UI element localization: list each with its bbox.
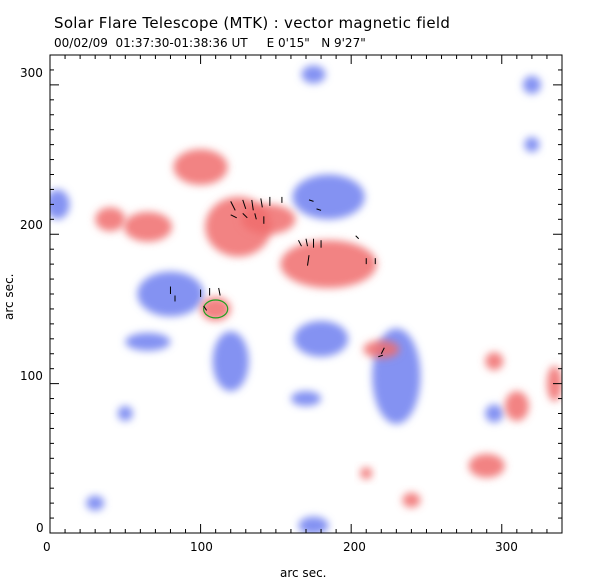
transverse-field-vector	[355, 235, 360, 240]
y-tick-label-100: 100	[20, 369, 43, 383]
negative-polarity-region	[117, 406, 133, 421]
positive-polarity-region	[123, 211, 172, 242]
transverse-field-vector	[298, 239, 302, 247]
x-axis-label: arc sec.	[280, 566, 327, 580]
positive-polarity-region	[95, 207, 126, 232]
negative-polarity-region	[522, 75, 541, 94]
positive-polarity-region	[485, 352, 504, 371]
y-tick-label-300: 300	[20, 66, 43, 80]
transverse-field-vector	[203, 305, 208, 311]
negative-polarity-region	[212, 331, 249, 392]
plot-title: Solar Flare Telescope (MTK) : vector mag…	[54, 14, 451, 32]
axis-ticks	[49, 54, 563, 534]
transverse-field-vector	[378, 354, 383, 358]
transverse-field-vector	[242, 199, 247, 210]
positive-polarity-region	[280, 240, 377, 289]
vector-field-layer	[169, 196, 385, 358]
negative-polarity-region	[524, 137, 540, 153]
positive-polarity-region	[173, 149, 228, 185]
negative-polarity-region	[292, 174, 365, 220]
negative-polarity-region	[125, 332, 171, 351]
transverse-field-vector	[308, 199, 314, 202]
x-tick-label-0: 0	[43, 540, 51, 554]
positive-polarity-region	[468, 453, 505, 478]
transverse-field-vector	[242, 212, 248, 219]
negative-polarity-region	[50, 189, 70, 220]
negative-polarity-region	[293, 320, 349, 357]
y-tick-label-200: 200	[20, 218, 43, 232]
negative-polarity-region	[86, 495, 105, 511]
negative-polarity-region	[485, 404, 504, 423]
transverse-field-vector	[305, 238, 308, 247]
transverse-field-vector	[230, 214, 237, 219]
transverse-field-vector	[307, 255, 310, 266]
positive-polarity-region	[504, 391, 529, 421]
positive-polarity-region	[200, 296, 231, 321]
transverse-field-vector	[254, 213, 257, 220]
transverse-field-vector	[218, 287, 221, 296]
x-tick-label-100: 100	[190, 540, 213, 554]
transverse-field-vector	[230, 201, 236, 211]
observation-info: 00/02/09 01:37:30-01:38:36 UT E 0'15" N …	[54, 36, 366, 50]
flare-contour	[203, 299, 229, 319]
positive-polarity-region	[402, 492, 421, 508]
x-tick-label-300: 300	[495, 540, 518, 554]
negative-polarity-region	[298, 516, 329, 533]
x-tick-label-200: 200	[343, 540, 366, 554]
transverse-field-vector	[260, 198, 263, 208]
transverse-field-vector	[251, 199, 254, 211]
positive-polarity-region	[360, 467, 373, 480]
y-tick-label-0: 0	[36, 521, 44, 535]
transverse-field-vector	[380, 347, 385, 354]
positive-polarity-region	[241, 204, 296, 235]
negative-polarity-region	[290, 391, 322, 407]
transverse-field-vector	[316, 208, 322, 211]
magnetic-field-map	[50, 65, 562, 533]
positive-polarity-region	[363, 340, 400, 359]
negative-polarity-region	[301, 65, 326, 84]
